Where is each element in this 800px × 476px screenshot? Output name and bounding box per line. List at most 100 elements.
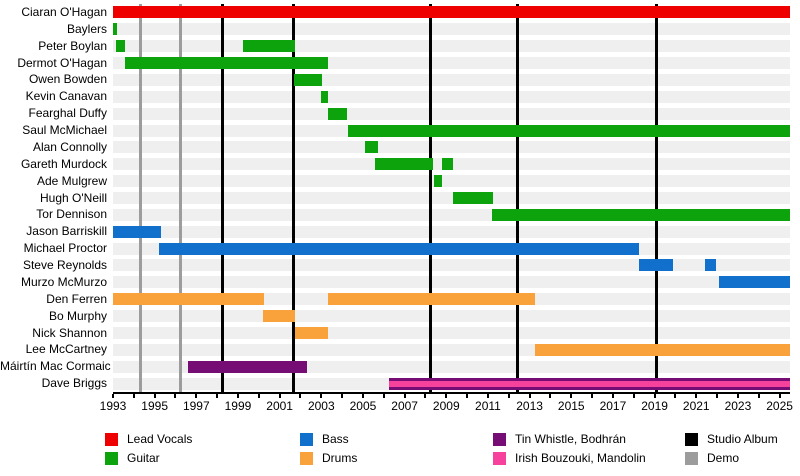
legend-label: Demo [707, 451, 740, 465]
row-band [113, 40, 790, 53]
row-band [113, 326, 790, 339]
axis-tick [278, 394, 281, 398]
demo-legend-swatch [685, 451, 698, 465]
axis-tick-label: 2017 [599, 399, 627, 413]
axis-tick [716, 394, 719, 398]
row-band [113, 225, 790, 238]
studio-album-legend-swatch [685, 432, 698, 446]
axis-tick [382, 394, 385, 398]
timeline-bar [389, 377, 790, 390]
axis-tick-label: 2021 [682, 399, 710, 413]
legend-item: Demo [685, 451, 739, 465]
member-label: Baylers [66, 21, 107, 36]
axis-tick [653, 394, 656, 398]
axis-tick [320, 394, 323, 398]
legend-label: Studio Album [707, 432, 778, 446]
axis-tick [674, 394, 677, 398]
drums-legend-swatch [300, 451, 313, 465]
guitar-legend-swatch [105, 451, 118, 465]
member-labels: Ciaran O'Hagan Baylers Peter Boylan Dermot … [0, 4, 111, 392]
timeline-bar [492, 208, 790, 221]
axis-tick [632, 394, 635, 398]
member-label: Tor Dennison [36, 207, 107, 222]
axis-tick [528, 394, 531, 398]
row-band [113, 192, 790, 204]
axis-tick-label: 2025 [766, 399, 793, 413]
bass-legend-swatch [300, 432, 313, 446]
axis-tick [174, 394, 177, 398]
axis-tick [403, 394, 406, 398]
row-band [113, 90, 790, 103]
timeline-bar [534, 343, 790, 356]
member-label: Nick Shannon [32, 325, 107, 340]
axis-tick [424, 394, 427, 398]
timeline-bar [113, 23, 118, 36]
axis-tick-label: 2015 [557, 399, 585, 413]
member-label: Peter Boylan [38, 38, 107, 53]
axis-tick [153, 394, 156, 398]
row-band [113, 107, 790, 120]
member-label: Owen Bowden [28, 72, 107, 87]
axis-tick-label: 2003 [307, 399, 335, 413]
timeline-bar [116, 40, 126, 53]
axis-tick-label: 2023 [724, 399, 752, 413]
row-band [113, 310, 790, 323]
timeline-bar [442, 158, 453, 171]
axis-tick-label: 2001 [266, 399, 293, 413]
axis-tick [507, 394, 510, 398]
album-line [291, 4, 295, 392]
timeline-bar [375, 158, 433, 171]
timeline-bar [125, 57, 328, 70]
legend-label: Lead Vocals [127, 432, 193, 446]
row-band [113, 175, 790, 188]
timeline-bar [158, 242, 639, 255]
axis-tick [570, 394, 573, 398]
member-label: Hugh O'Neill [40, 190, 107, 205]
axis-tick-label: 1993 [99, 399, 127, 413]
legend-label: Guitar [127, 451, 160, 465]
timeline-bar [452, 192, 494, 204]
demo-line [138, 4, 142, 392]
row-band [113, 259, 790, 272]
axis-tick [195, 394, 198, 398]
axis-tick-label: 2005 [349, 399, 377, 413]
legend-item: Guitar [105, 451, 160, 465]
legend-label: Tin Whistle, Bodhrán [515, 432, 626, 446]
axis-tick-label: 2007 [391, 399, 418, 413]
member-label: Ciaran O'Hagan [21, 5, 107, 19]
axis-tick-label: 1999 [224, 399, 252, 413]
timeline-bar [294, 73, 323, 86]
timeline-bar [433, 175, 443, 188]
timeline-bar [638, 259, 674, 272]
axis-tick [299, 394, 302, 398]
timeline-bar [262, 310, 296, 323]
tin-whistle-legend-swatch [493, 432, 506, 446]
member-label: Alan Connolly [32, 139, 107, 154]
plot-area [113, 4, 790, 394]
legend-item: Irish Bouzouki, Mandolin [493, 451, 646, 465]
axis-tick [695, 394, 698, 398]
axis-tick [216, 394, 219, 398]
album-line [655, 4, 659, 392]
legend-item: Bass [300, 432, 349, 446]
timeline-bar [113, 293, 265, 306]
lead-vocals-legend-swatch [105, 432, 118, 446]
row-band [113, 73, 790, 86]
album-line [515, 4, 519, 392]
legend-item: Drums [300, 451, 357, 465]
member-label: Gareth Murdock [20, 156, 107, 171]
legend-label: Drums [322, 451, 358, 465]
timeline-bar [243, 40, 296, 53]
timeline-bar [113, 6, 790, 19]
member-label: Dave Briggs [41, 376, 107, 391]
axis-tick [549, 394, 552, 398]
member-label: Steve Reynolds [22, 258, 107, 273]
member-label: Kevin Canavan [25, 89, 107, 104]
axis-tick [466, 394, 469, 398]
demo-line [179, 4, 183, 392]
member-label: Murzo McMurzo [20, 274, 107, 289]
timeline-bar [295, 326, 328, 339]
row-band [113, 276, 790, 289]
legend-item: Lead Vocals [105, 432, 192, 446]
